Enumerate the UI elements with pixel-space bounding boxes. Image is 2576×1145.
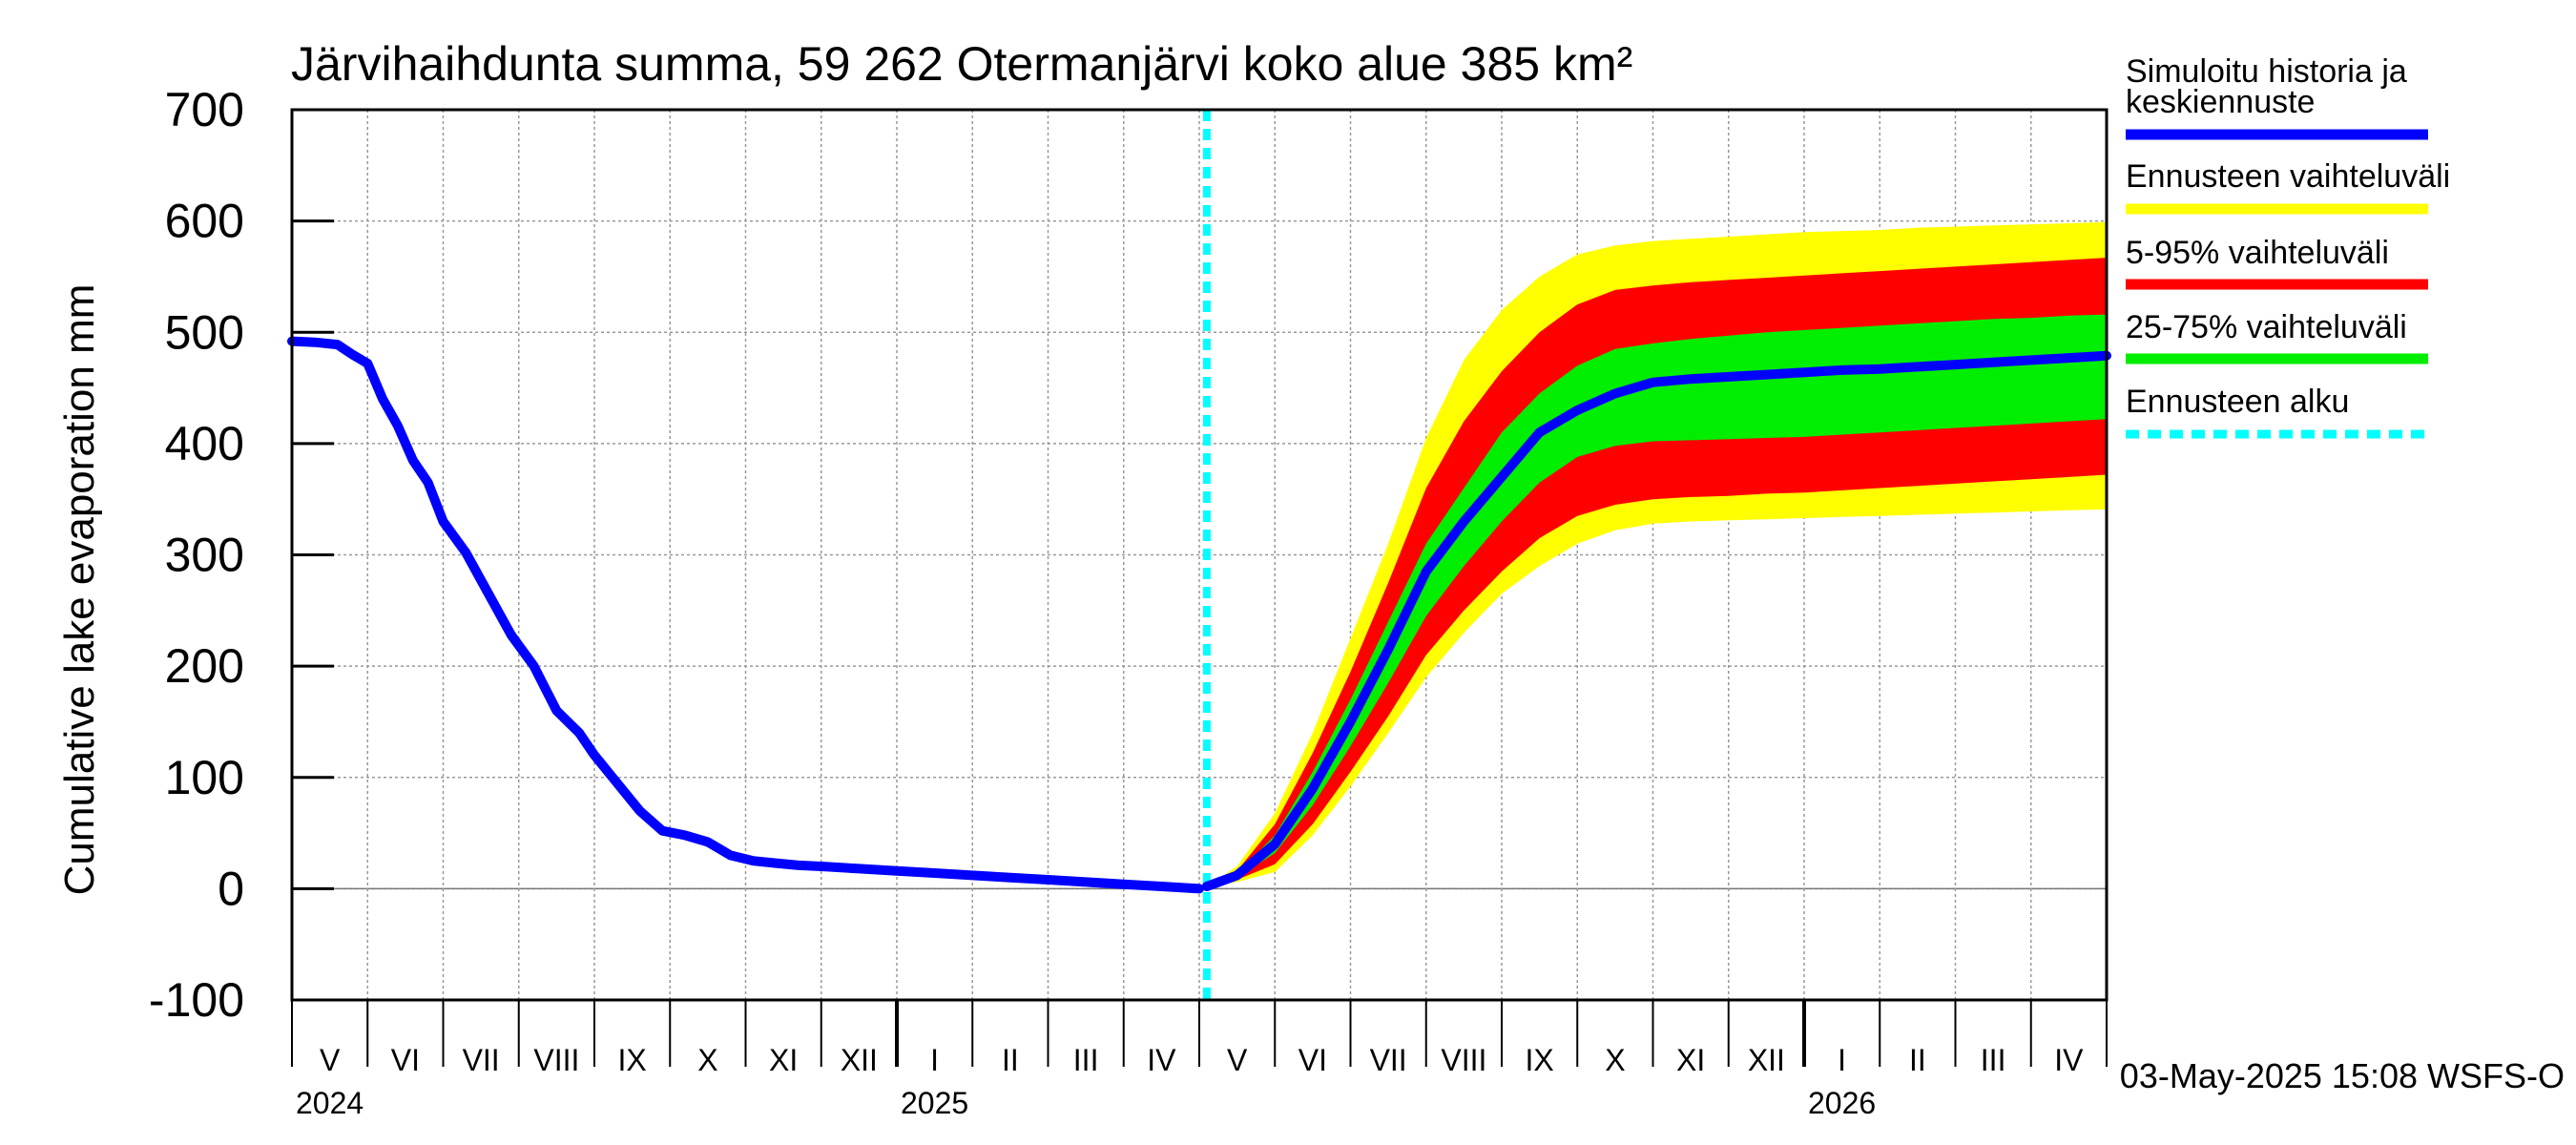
legend-label-5-95: 5-95% vaihteluväli bbox=[2126, 235, 2389, 271]
series-lines bbox=[287, 110, 2111, 1000]
y-axis-label: Cumulative lake evaporation mm bbox=[56, 284, 103, 896]
legend-label-history-line1: Simuloitu historia ja bbox=[2126, 53, 2407, 90]
month-label: XI bbox=[769, 1043, 798, 1077]
y-tick-label: 600 bbox=[165, 195, 244, 248]
x-axis: V VI VII VIII IX X XI XII I II III IV V VI VII VIII IX X X… bbox=[291, 1000, 2108, 1120]
forecast-bands bbox=[1206, 221, 2107, 887]
legend-label-full-range: Ennusteen vaihteluväli bbox=[2126, 158, 2450, 195]
y-tick-label: 500 bbox=[165, 305, 244, 359]
month-label: VI bbox=[1298, 1043, 1327, 1077]
month-label: II bbox=[1909, 1043, 1926, 1077]
month-label: XII bbox=[841, 1043, 878, 1077]
month-label: VII bbox=[1370, 1043, 1407, 1077]
month-label: III bbox=[1981, 1043, 2006, 1077]
legend: Simuloitu historia ja keskiennuste Ennus… bbox=[2126, 53, 2450, 439]
month-label: V bbox=[320, 1043, 341, 1077]
y-tick-label: 200 bbox=[165, 639, 244, 693]
legend-label-history-line2: keskiennuste bbox=[2126, 84, 2315, 120]
chart-title: Järvihaihdunta summa, 59 262 Otermanjärv… bbox=[291, 37, 1632, 91]
month-label: VI bbox=[391, 1043, 420, 1077]
month-label: I bbox=[1838, 1043, 1846, 1077]
year-label: 2025 bbox=[901, 1086, 968, 1120]
band-25-75 bbox=[1206, 314, 2107, 887]
month-label: X bbox=[697, 1043, 717, 1077]
y-axis-ticks: 700 600 500 400 300 200 100 0 -100 bbox=[149, 83, 334, 1027]
timestamp-label: 03-May-2025 15:08 WSFS-O bbox=[2120, 1056, 2565, 1095]
legend-label-forecast-start: Ennusteen alku bbox=[2126, 384, 2349, 420]
month-label: X bbox=[1605, 1043, 1625, 1077]
month-label: IX bbox=[618, 1043, 647, 1077]
month-label: II bbox=[1002, 1043, 1019, 1077]
year-label: 2026 bbox=[1808, 1086, 1876, 1120]
year-label: 2024 bbox=[296, 1086, 364, 1120]
month-label: XII bbox=[1748, 1043, 1785, 1077]
y-tick-label: 100 bbox=[165, 751, 244, 804]
month-label: XI bbox=[1676, 1043, 1705, 1077]
forecast-median-line bbox=[1201, 350, 2111, 891]
legend-label-25-75: 25-75% vaihteluväli bbox=[2126, 309, 2407, 345]
y-tick-label: 300 bbox=[165, 529, 244, 582]
month-label: V bbox=[1227, 1043, 1248, 1077]
y-tick-label: 0 bbox=[218, 862, 244, 915]
month-label: I bbox=[930, 1043, 939, 1077]
month-label: VII bbox=[463, 1043, 500, 1077]
y-tick-label: 400 bbox=[165, 417, 244, 470]
month-label: IV bbox=[2054, 1043, 2084, 1077]
y-tick-label: 700 bbox=[165, 83, 244, 136]
month-label: VIII bbox=[533, 1043, 579, 1077]
month-label: IV bbox=[1147, 1043, 1176, 1077]
history-line bbox=[287, 336, 1204, 894]
month-label: III bbox=[1073, 1043, 1099, 1077]
month-label: VIII bbox=[1441, 1043, 1486, 1077]
month-label: IX bbox=[1526, 1043, 1554, 1077]
y-tick-label: -100 bbox=[149, 973, 244, 1027]
